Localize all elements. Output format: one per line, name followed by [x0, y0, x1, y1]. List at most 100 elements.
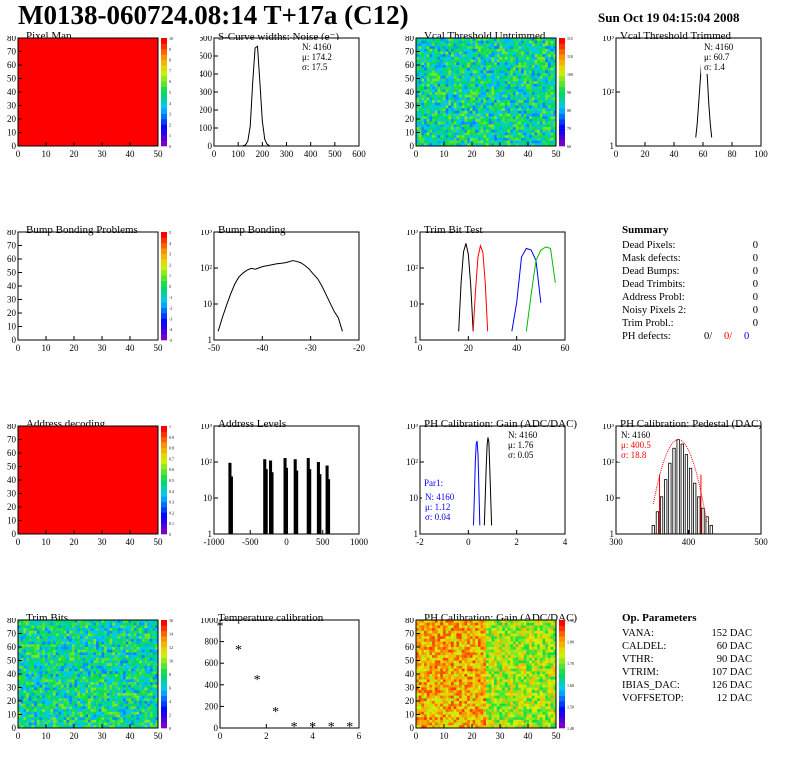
x-tick-label: 600	[352, 149, 366, 159]
table-row-label: VTRIM:	[622, 667, 659, 678]
colorbar-tick-label: 0	[169, 144, 171, 149]
histogram-chart: 0 20 40 60 1 10 10² 10³	[406, 230, 570, 353]
histogram-chart: 0 100 200 300 400 500 600 0 100 200 300 400 500 600 N:…	[200, 36, 366, 159]
x-tick-label: -40	[256, 343, 268, 353]
colorbar-tick-label: 0.9	[169, 435, 174, 440]
y-tick-label: 40	[7, 475, 17, 485]
x-tick-label: 500	[754, 537, 768, 547]
table-row-label: CALDEL:	[622, 641, 667, 652]
panel-title: PH Calibration: Gain (ADC/DAC)	[424, 418, 578, 430]
y-tick-label: 0	[12, 529, 17, 539]
panel-title: Trim Bit Test	[424, 224, 483, 236]
y-tick-label: 200	[200, 105, 213, 115]
y-tick-label: 80	[7, 618, 17, 625]
ph-defects-value: 0	[744, 331, 750, 342]
x-tick-label: 20	[70, 731, 80, 741]
histogram-bar	[651, 524, 655, 535]
colorbar-tick-label: 1.70	[567, 661, 574, 666]
x-tick-label: 0	[414, 731, 419, 741]
stats-line: μ: 400.5	[621, 440, 651, 450]
y-tick-label: 30	[7, 295, 17, 305]
colorbar-tick-label: -5	[169, 338, 172, 343]
x-tick-label: 40	[126, 537, 136, 547]
table-row-label: VTHR:	[622, 654, 654, 665]
colorbar-tick-label: 0.3	[169, 500, 174, 505]
colorbar-tick-label: 1	[169, 424, 171, 429]
heatmap-chart: 60 70 80 90 100 110 115 0 10 20 30 40 50 0 10 20 30 40 50 6…	[405, 36, 573, 159]
stats-line: N: 4160	[425, 492, 455, 502]
x-tick-label: 20	[70, 537, 80, 547]
colorbar-tick-label: 6	[169, 686, 171, 691]
x-tick-label: -30	[305, 343, 317, 353]
y-tick-label: 10²	[200, 263, 212, 273]
x-tick-label: -500	[242, 537, 259, 547]
plot-frame	[213, 231, 360, 341]
table-row-label: Mask defects:	[622, 253, 681, 264]
y-tick-label: 10³	[406, 230, 418, 237]
heatmap-chart: 0 2 4 6 8 10 12 14 16 0 10 20 30 40 50 0 10 20 30 40 50 60 70 8…	[7, 618, 173, 741]
x-tick-label: 10	[42, 731, 52, 741]
colorbar-tick-label: 16	[169, 618, 173, 623]
x-tick-label: 6	[357, 731, 362, 741]
y-tick-label: 10	[405, 128, 415, 138]
y-tick-label: 10³	[200, 424, 212, 431]
y-tick-label: 10³	[406, 424, 418, 431]
colorbar-tick-label: 2	[169, 262, 171, 267]
colorbar-tick-label: 0	[169, 284, 171, 289]
x-tick-label: 100	[754, 149, 768, 159]
y-tick-label: 10	[203, 299, 213, 309]
table-row-value: 126 DAC	[711, 680, 752, 691]
panel-title: Address Levels	[218, 418, 287, 430]
series-line	[458, 243, 474, 332]
colorbar-tick-label: 60	[567, 144, 571, 149]
stats-line: σ: 17.5	[302, 62, 328, 72]
x-tick-label: 20	[468, 149, 478, 159]
y-tick-label: 10	[409, 493, 419, 503]
colorbar-tick-label: 80	[567, 108, 571, 113]
y-tick-label: 0	[12, 723, 17, 733]
stats-box	[422, 490, 466, 524]
histogram-bar	[709, 524, 713, 535]
x-tick-label: 50	[154, 731, 164, 741]
y-tick-label: 80	[7, 230, 17, 237]
histogram-bar	[668, 462, 672, 535]
colorbar-tick-label: 3	[169, 252, 171, 257]
table-row-value: 0	[752, 305, 758, 316]
x-tick-label: 20	[641, 149, 651, 159]
stats-line: σ: 18.8	[621, 450, 647, 460]
x-tick-label: -2	[416, 537, 424, 547]
colorbar-tick-label: 3	[169, 112, 171, 117]
y-tick-label: 60	[7, 60, 17, 70]
x-tick-label: 400	[304, 149, 318, 159]
colorbar-tick-label: 8	[169, 672, 171, 677]
y-tick-label: 50	[7, 656, 17, 666]
histogram-bar	[318, 474, 322, 535]
colorbar-tick-label: 1	[169, 273, 171, 278]
y-tick-label: 80	[405, 618, 415, 625]
colorbar-tick-label: 1.90	[567, 618, 574, 623]
x-tick-label: 2	[514, 537, 519, 547]
x-tick-label: 10	[440, 149, 450, 159]
y-tick-label: 30	[405, 683, 415, 693]
stats-box	[701, 40, 759, 74]
colorbar-tick-label: 90	[567, 90, 571, 95]
y-tick-label: 40	[7, 669, 17, 679]
panel-title: Bump Bonding	[218, 224, 286, 236]
x-tick-label: 40	[126, 731, 136, 741]
heatmap-chart: 00.10.20.30.40.50.60.70.80.910 10 20 30 40 50…	[7, 424, 174, 547]
stats-line: μ: 1.12	[425, 502, 450, 512]
y-tick-label: 40	[405, 669, 415, 679]
x-tick-label: -50	[208, 343, 220, 353]
colorbar-tick-label: 0.8	[169, 446, 174, 451]
colorbar-tick-label: 70	[567, 126, 571, 131]
y-tick-label: 20	[7, 696, 17, 706]
y-tick-label: 400	[205, 680, 219, 690]
colorbar-tick-label: 9	[169, 47, 171, 52]
x-tick-label: 0	[414, 149, 419, 159]
colorbar-tick-label: 2	[169, 122, 171, 127]
x-tick-label: 0	[16, 731, 21, 741]
scatter-point: *	[272, 705, 279, 720]
panel-title: Vcal Threshold Trimmed	[620, 30, 732, 42]
